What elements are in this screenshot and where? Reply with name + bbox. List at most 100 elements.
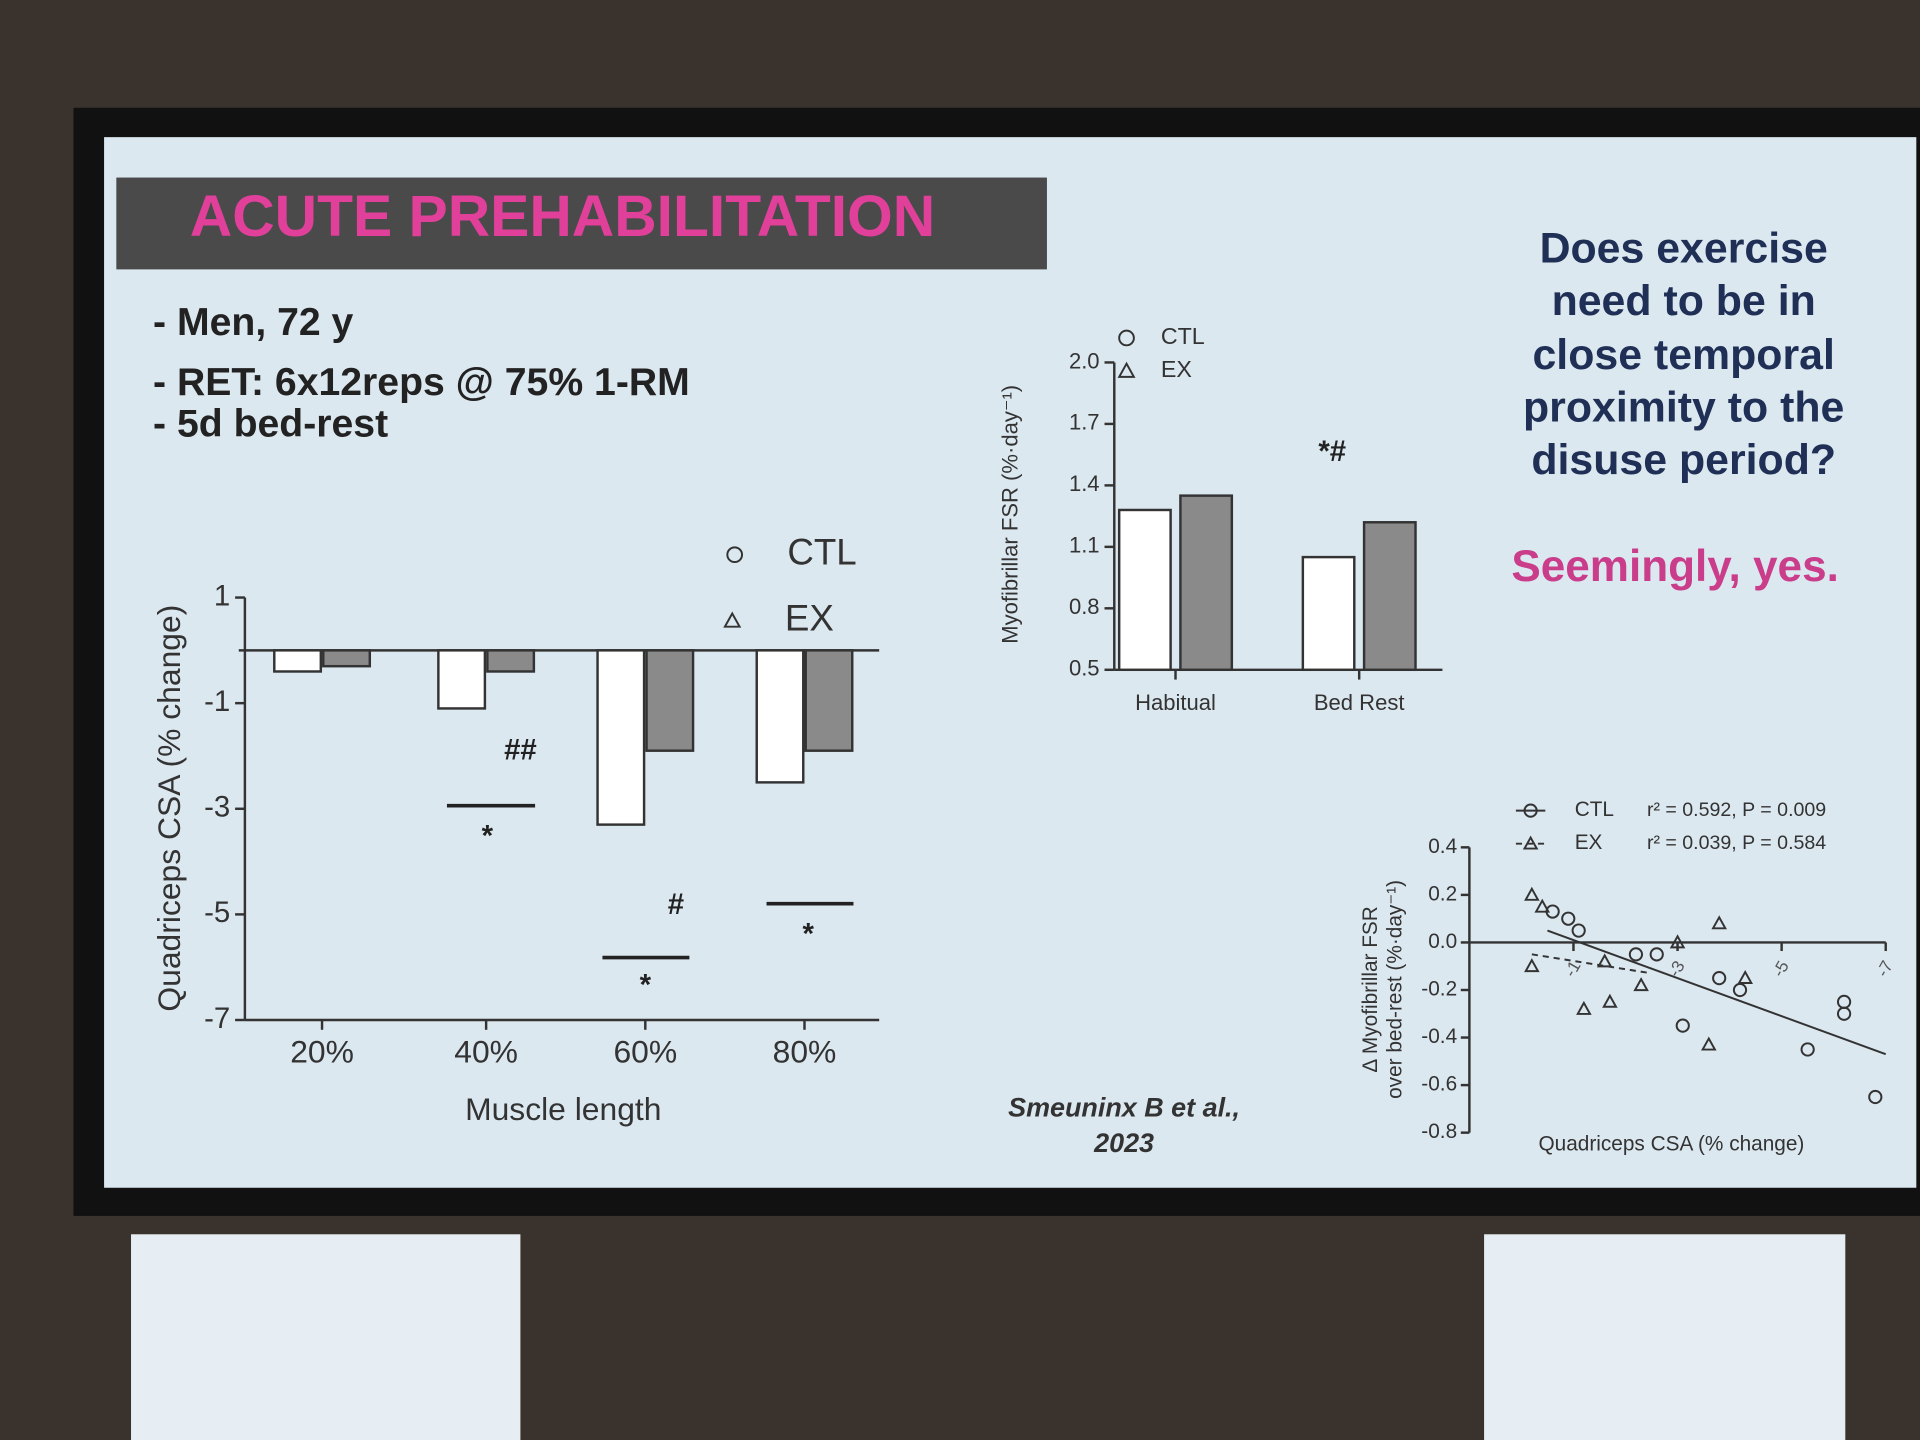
y-tick-label: 0.0 xyxy=(1428,930,1457,953)
bullet: - 5d bed-rest xyxy=(153,402,388,445)
y-tick-label: 1.4 xyxy=(1069,471,1100,496)
legend-marker xyxy=(1118,329,1135,347)
point xyxy=(1800,1042,1815,1057)
y-axis-label: Myofibrillar FSR (%·day⁻¹) xyxy=(997,385,1022,644)
point xyxy=(1868,1089,1883,1105)
bar xyxy=(486,649,536,673)
citation: Smeuninx B et al., xyxy=(1008,1092,1240,1122)
point xyxy=(1571,923,1586,938)
legend-marker xyxy=(726,546,744,564)
bar xyxy=(755,649,805,784)
x-tick-label: 20% xyxy=(290,1034,354,1070)
legend-stat: r² = 0.039, P = 0.584 xyxy=(1647,832,1826,854)
bar xyxy=(437,649,487,710)
y-tick-label: -1 xyxy=(204,685,230,718)
point xyxy=(1596,953,1613,968)
legend-label: EX xyxy=(785,598,834,639)
y-tick-label: -0.2 xyxy=(1421,978,1457,1001)
bar xyxy=(804,649,854,752)
y-axis-label: Quadriceps CSA (% change) xyxy=(151,605,187,1012)
y-tick-label: -0.8 xyxy=(1421,1120,1457,1143)
legend-label: EX xyxy=(1575,831,1603,854)
y-tick-label: 1.7 xyxy=(1069,410,1100,435)
y-tick-label: -7 xyxy=(204,1002,230,1035)
y-axis-label: Δ Myofibrillar FSR xyxy=(1359,906,1382,1072)
y-tick-label: 2.0 xyxy=(1069,348,1100,373)
fit-line xyxy=(1547,929,1887,1056)
y-axis-label: over bed-rest (%·day⁻¹) xyxy=(1383,880,1406,1099)
point xyxy=(1628,947,1644,962)
x-tick-label: 60% xyxy=(613,1034,677,1070)
point xyxy=(1524,958,1540,973)
slide-title: ACUTE PREHABILITATION xyxy=(190,184,935,249)
bar xyxy=(273,649,323,673)
y-tick-label: -5 xyxy=(204,896,230,929)
point xyxy=(1737,969,1753,984)
question-line: need to be in xyxy=(1552,277,1816,325)
legend-marker xyxy=(1117,361,1136,378)
x-tick-label: Bed Rest xyxy=(1314,690,1405,715)
annotation: * xyxy=(802,917,814,950)
question-line: Does exercise xyxy=(1540,224,1828,272)
question-line: proximity to the xyxy=(1523,384,1844,432)
monitor xyxy=(1484,1234,1846,1440)
y-tick-label: 0.4 xyxy=(1428,835,1457,858)
y-tick-label: 1.1 xyxy=(1069,533,1100,558)
point xyxy=(1602,993,1618,1008)
y-tick-label: -0.4 xyxy=(1421,1025,1457,1048)
legend-label: EX xyxy=(1161,356,1193,382)
y-tick-label: 0.8 xyxy=(1069,594,1100,619)
annotation: ## xyxy=(504,734,537,767)
monitor xyxy=(131,1234,521,1440)
legend-marker xyxy=(1523,803,1538,818)
y-tick-label: 1 xyxy=(214,579,230,612)
legend-label: CTL xyxy=(787,531,856,572)
bullet: - Men, 72 y xyxy=(153,301,353,344)
bar xyxy=(1117,508,1172,672)
bar xyxy=(322,649,372,668)
bar xyxy=(596,649,646,826)
point xyxy=(1561,911,1576,926)
question-line: close temporal xyxy=(1532,331,1834,379)
bar xyxy=(645,649,695,752)
point xyxy=(1836,1006,1852,1021)
y-tick-label: 0.5 xyxy=(1069,656,1100,681)
annotation: * xyxy=(640,969,652,1002)
fit-line xyxy=(1531,953,1652,975)
annotation: # xyxy=(668,888,684,921)
slide xyxy=(104,137,1917,1188)
bar xyxy=(1362,521,1417,672)
annotation: * xyxy=(482,819,494,852)
point xyxy=(1524,886,1540,901)
question-line: disuse period? xyxy=(1531,436,1836,484)
x-axis-label: Muscle length xyxy=(465,1091,661,1127)
point xyxy=(1649,947,1664,962)
answer: Seemingly, yes. xyxy=(1511,542,1839,591)
bullet: - RET: 6x12reps @ 75% 1-RM xyxy=(153,361,690,404)
point xyxy=(1700,1036,1717,1051)
legend-marker xyxy=(1522,835,1539,850)
bar xyxy=(1179,494,1234,672)
x-axis-label: Quadriceps CSA (% change) xyxy=(1538,1132,1804,1155)
citation: 2023 xyxy=(1093,1128,1154,1158)
x-tick-label: 80% xyxy=(773,1034,837,1070)
bar xyxy=(1301,555,1356,672)
legend-stat: r² = 0.592, P = 0.009 xyxy=(1647,799,1826,821)
legend-label: CTL xyxy=(1575,798,1614,821)
point xyxy=(1633,977,1649,992)
legend-label: CTL xyxy=(1161,323,1205,349)
point xyxy=(1669,934,1686,949)
y-tick-label: -0.6 xyxy=(1421,1073,1457,1096)
point xyxy=(1711,915,1727,930)
significance-lines xyxy=(446,803,854,960)
annotation: *# xyxy=(1318,435,1346,468)
title-bar xyxy=(116,177,1047,270)
legend-marker xyxy=(723,611,742,628)
point xyxy=(1576,1000,1592,1015)
point xyxy=(1534,898,1551,913)
x-tick-label: 40% xyxy=(454,1034,518,1070)
point xyxy=(1675,1018,1690,1033)
x-tick-label: Habitual xyxy=(1135,690,1216,715)
y-tick-label: 0.2 xyxy=(1428,882,1457,905)
y-tick-label: -3 xyxy=(204,791,230,824)
